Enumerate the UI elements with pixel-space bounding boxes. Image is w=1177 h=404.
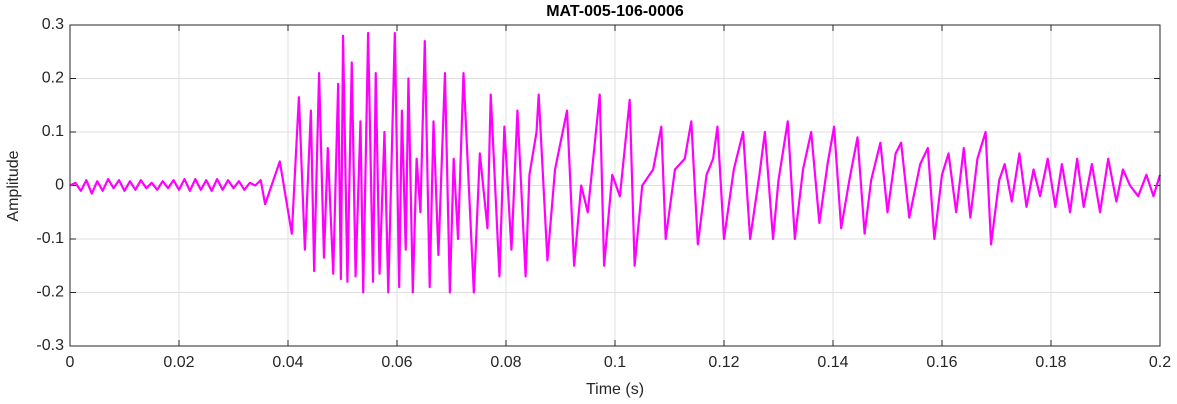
x-tick-label: 0.06 (381, 354, 412, 371)
y-tick-label: -0.3 (36, 337, 64, 354)
y-tick-label: 0.1 (42, 123, 64, 140)
x-tick-label: 0.14 (817, 354, 848, 371)
x-axis-label: Time (s) (586, 381, 644, 398)
x-tick-label: 0 (66, 354, 75, 371)
y-tick-label: -0.2 (36, 284, 64, 301)
x-tick-label: 0.08 (490, 354, 521, 371)
x-tick-label: 0.02 (163, 354, 194, 371)
waveform-line (69, 31, 1162, 294)
x-tick-label: 0.16 (926, 354, 957, 371)
x-tick-label: 0.1 (604, 354, 626, 371)
y-tick-label: 0.2 (42, 70, 64, 87)
x-tick-label: 0.04 (272, 354, 303, 371)
x-tick-label: 0.18 (1035, 354, 1066, 371)
y-tick-label: -0.1 (36, 230, 64, 247)
x-tick-label: 0.12 (708, 354, 739, 371)
chart-title: MAT-005-106-0006 (546, 3, 684, 20)
y-axis-label: Amplitude (5, 150, 22, 221)
x-tick-label: 0.2 (1149, 354, 1171, 371)
y-tick-label: 0 (55, 177, 64, 194)
y-tick-label: 0.3 (42, 16, 64, 33)
axes-box (69, 24, 1161, 347)
